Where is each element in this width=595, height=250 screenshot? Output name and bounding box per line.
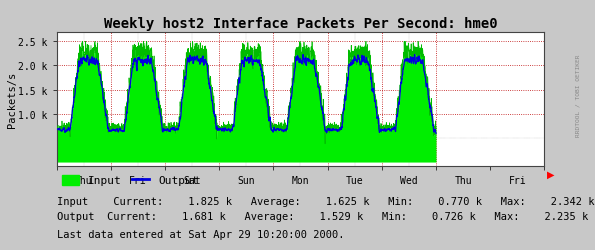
Text: Tue: Tue bbox=[346, 175, 364, 185]
Text: Fri: Fri bbox=[129, 175, 146, 185]
Text: ▶: ▶ bbox=[547, 169, 555, 179]
Text: RRDTOOL / TOBI OETIKER: RRDTOOL / TOBI OETIKER bbox=[575, 54, 580, 136]
Text: Fri: Fri bbox=[509, 175, 526, 185]
Text: Input    Current:    1.825 k   Average:    1.625 k   Min:    0.770 k   Max:    2: Input Current: 1.825 k Average: 1.625 k … bbox=[57, 196, 594, 206]
Text: Wed: Wed bbox=[400, 175, 418, 185]
Title: Weekly host2 Interface Packets Per Second: hme0: Weekly host2 Interface Packets Per Secon… bbox=[104, 18, 497, 31]
Text: Sat: Sat bbox=[183, 175, 201, 185]
Text: Thu: Thu bbox=[75, 175, 92, 185]
Text: Thu: Thu bbox=[455, 175, 472, 185]
Y-axis label: Packets/s: Packets/s bbox=[7, 71, 17, 128]
Text: Mon: Mon bbox=[292, 175, 309, 185]
Text: Output  Current:    1.681 k   Average:    1.529 k   Min:    0.726 k   Max:    2.: Output Current: 1.681 k Average: 1.529 k… bbox=[57, 211, 588, 221]
Text: Last data entered at Sat Apr 29 10:20:00 2000.: Last data entered at Sat Apr 29 10:20:00… bbox=[57, 229, 344, 239]
Legend: Input, Output: Input, Output bbox=[62, 175, 199, 186]
Text: Sun: Sun bbox=[237, 175, 255, 185]
